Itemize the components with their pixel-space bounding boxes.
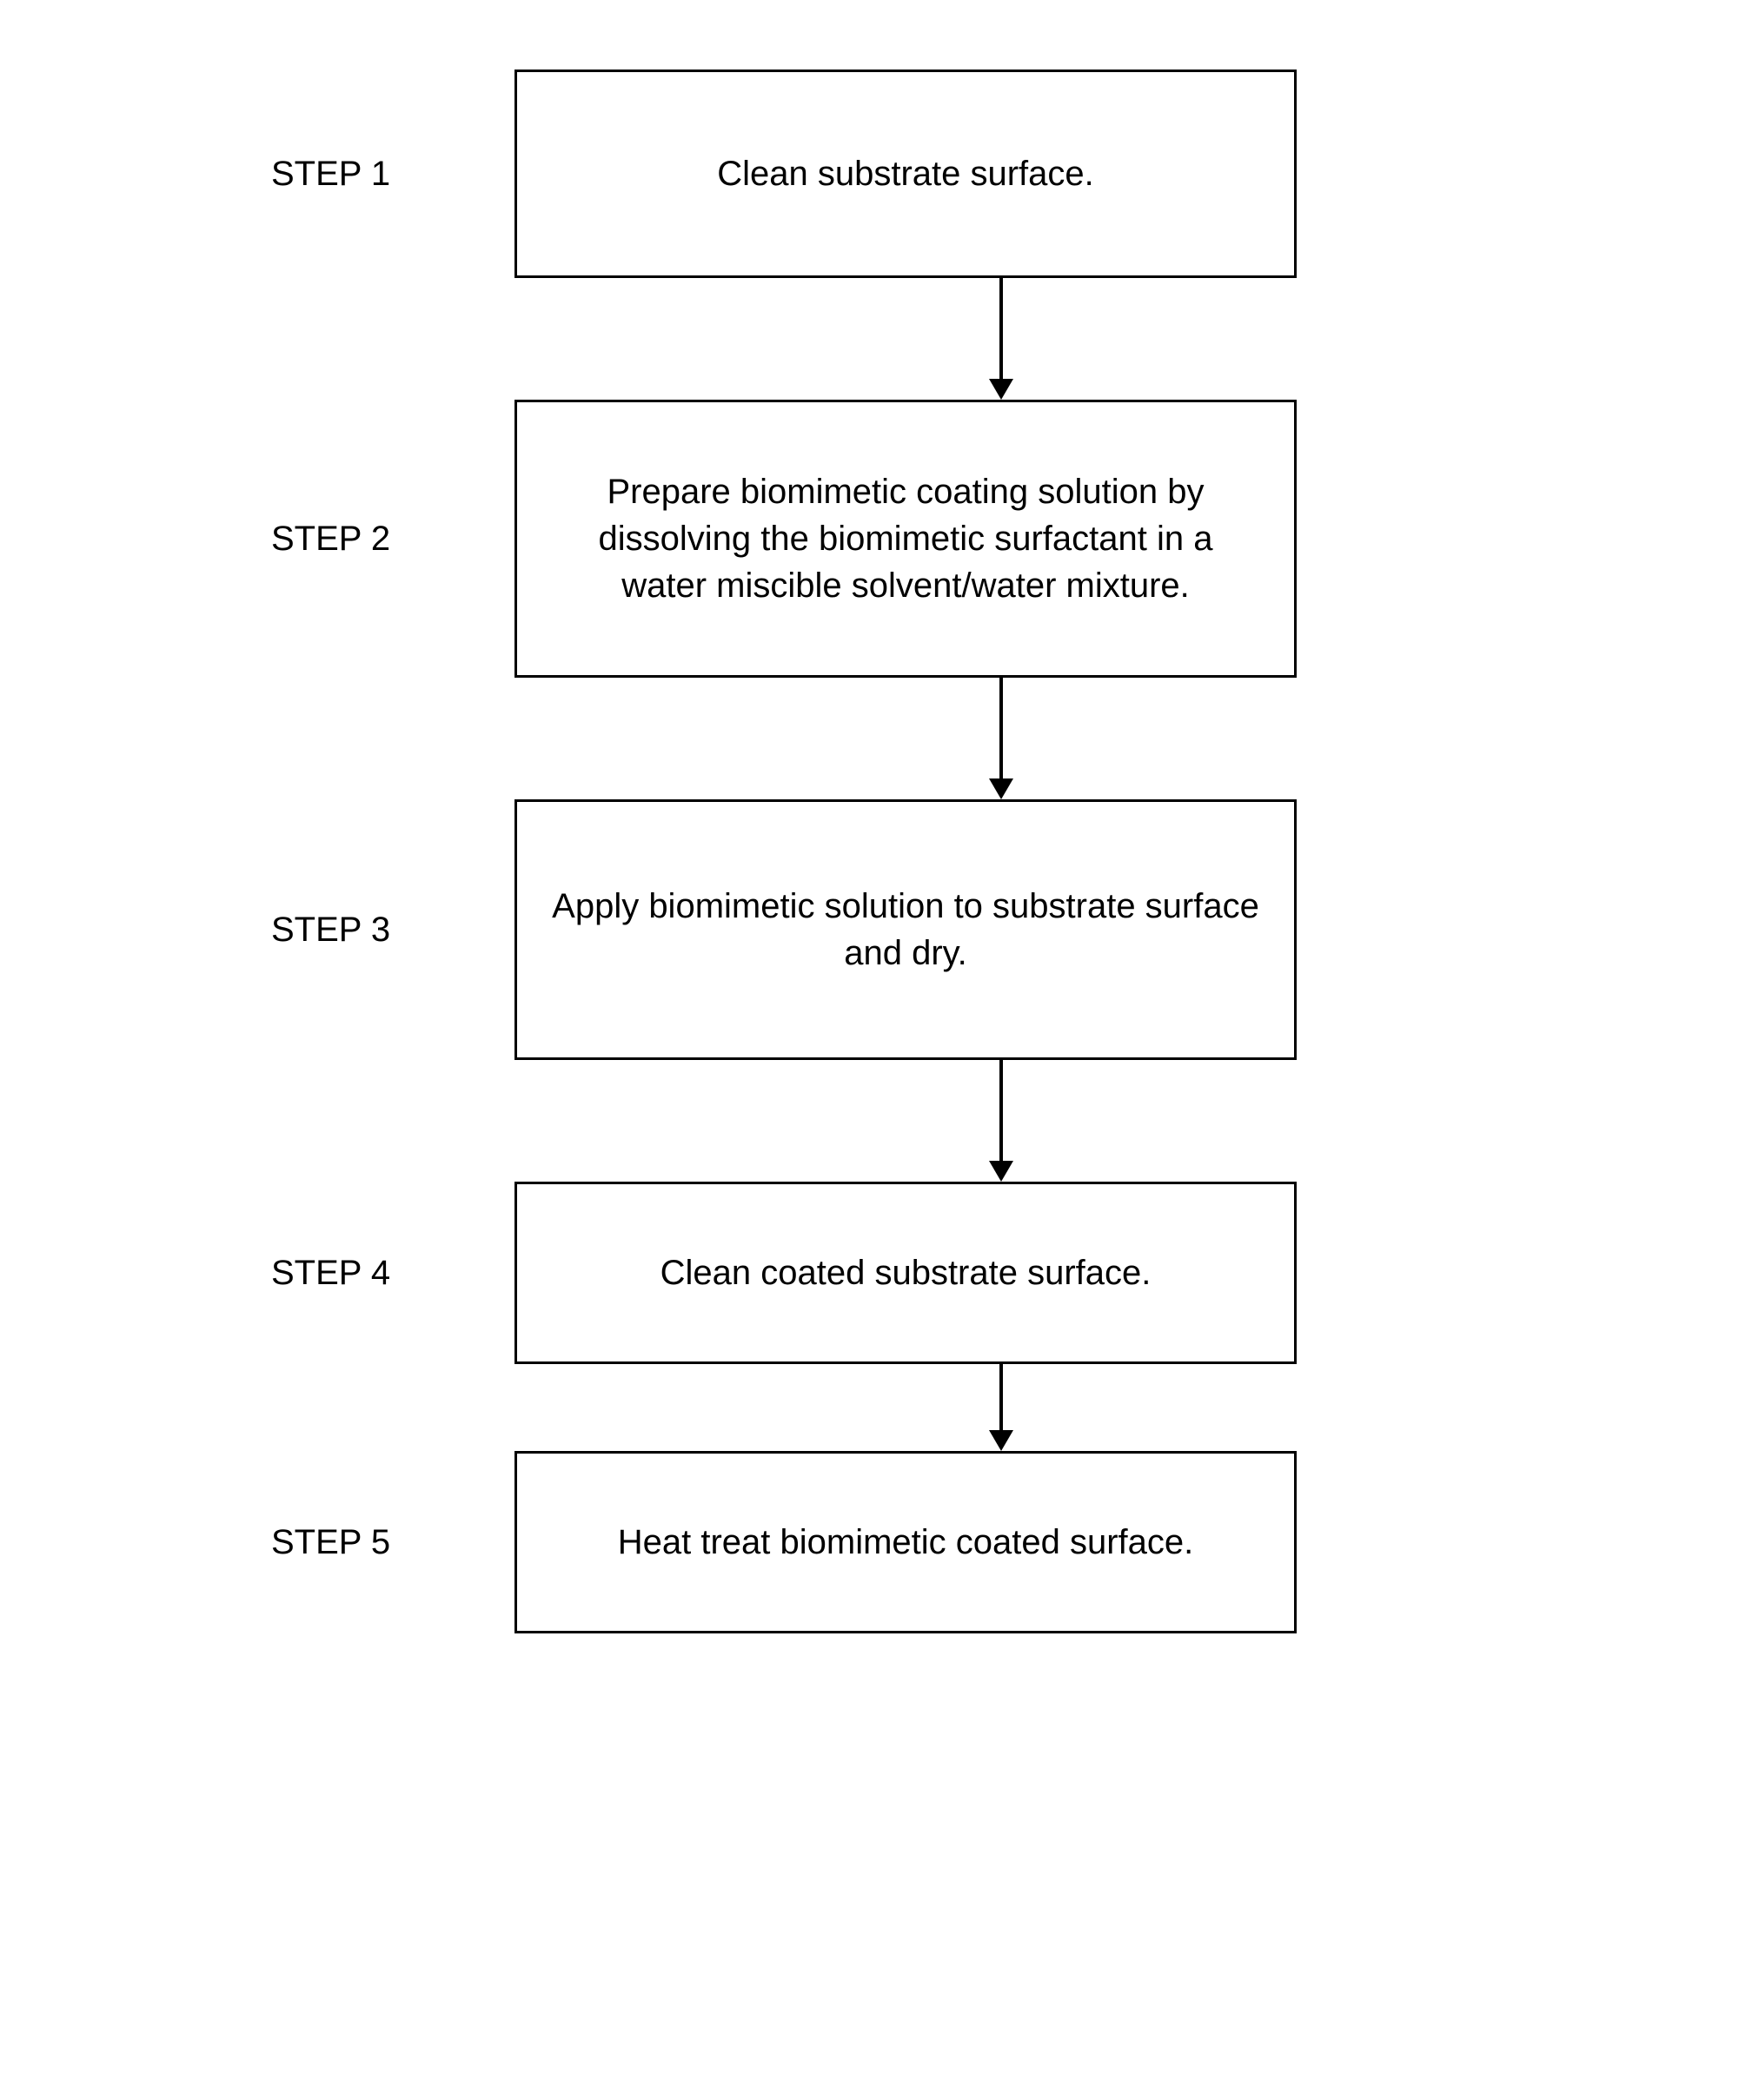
step-box-5: Heat treat biomimetic coated surface. xyxy=(514,1451,1297,1633)
step-box-2: Prepare biomimetic coating solution by d… xyxy=(514,400,1297,678)
arrow-line-3 xyxy=(999,1060,1003,1161)
step-row-5: STEP 5 Heat treat biomimetic coated surf… xyxy=(271,1451,1488,1633)
step-text-4: Clean coated substrate surface. xyxy=(660,1249,1152,1296)
arrow-head-icon xyxy=(989,379,1013,400)
arrow-wrap-4 xyxy=(610,1364,1392,1451)
step-row-4: STEP 4 Clean coated substrate surface. xyxy=(271,1182,1488,1364)
arrow-container-1 xyxy=(271,278,1488,400)
step-box-4: Clean coated substrate surface. xyxy=(514,1182,1297,1364)
step-label-1: STEP 1 xyxy=(271,155,514,194)
step-label-4: STEP 4 xyxy=(271,1254,514,1293)
step-row-2: STEP 2 Prepare biomimetic coating soluti… xyxy=(271,400,1488,678)
arrow-container-3 xyxy=(271,1060,1488,1182)
step-row-3: STEP 3 Apply biomimetic solution to subs… xyxy=(271,799,1488,1060)
step-text-3: Apply biomimetic solution to substrate s… xyxy=(552,883,1259,977)
arrow-line-1 xyxy=(999,278,1003,379)
arrow-container-2 xyxy=(271,678,1488,799)
arrow-line-4 xyxy=(999,1364,1003,1430)
arrow-wrap-2 xyxy=(610,678,1392,799)
step-text-1: Clean substrate surface. xyxy=(717,150,1094,197)
arrow-wrap-3 xyxy=(610,1060,1392,1182)
step-label-3: STEP 3 xyxy=(271,911,514,950)
step-box-1: Clean substrate surface. xyxy=(514,70,1297,278)
arrow-container-4 xyxy=(271,1364,1488,1451)
arrow-1 xyxy=(989,278,1013,400)
arrow-head-icon xyxy=(989,778,1013,799)
step-box-3: Apply biomimetic solution to substrate s… xyxy=(514,799,1297,1060)
flowchart-container: STEP 1 Clean substrate surface. STEP 2 P… xyxy=(271,70,1488,1633)
arrow-head-icon xyxy=(989,1161,1013,1182)
arrow-head-icon xyxy=(989,1430,1013,1451)
arrow-line-2 xyxy=(999,678,1003,778)
arrow-2 xyxy=(989,678,1013,799)
arrow-wrap-1 xyxy=(610,278,1392,400)
step-label-2: STEP 2 xyxy=(271,520,514,559)
step-text-5: Heat treat biomimetic coated surface. xyxy=(618,1519,1194,1566)
step-text-2: Prepare biomimetic coating solution by d… xyxy=(552,468,1259,609)
arrow-3 xyxy=(989,1060,1013,1182)
arrow-4 xyxy=(989,1364,1013,1451)
step-row-1: STEP 1 Clean substrate surface. xyxy=(271,70,1488,278)
step-label-5: STEP 5 xyxy=(271,1523,514,1562)
